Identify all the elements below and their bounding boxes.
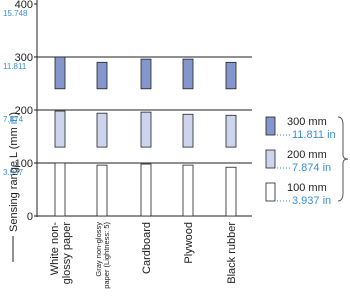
y-tick-label-in: 11.811 bbox=[3, 62, 27, 71]
x-tick-label: paper (Lightness: 5) bbox=[102, 222, 111, 289]
y-tick-label: 0 bbox=[27, 211, 33, 223]
bar bbox=[182, 58, 194, 90]
bar bbox=[96, 164, 108, 217]
y-label-part: ) bbox=[8, 112, 20, 116]
legend-label: 200 mm bbox=[287, 149, 327, 161]
y-tick-label: 200 bbox=[15, 105, 33, 117]
legend-swatch bbox=[265, 116, 276, 136]
bar bbox=[182, 164, 194, 217]
legend-swatch bbox=[265, 182, 276, 202]
x-tick-label: glossy paper bbox=[61, 222, 73, 285]
bar bbox=[140, 111, 152, 148]
legend-brace bbox=[337, 116, 349, 202]
x-tick-label: Plywood bbox=[183, 222, 195, 264]
y-tick-label: 400 bbox=[15, 0, 33, 11]
y-label-part: in bbox=[8, 116, 20, 125]
y-tick-label-in: 15.748 bbox=[3, 9, 28, 18]
bar bbox=[54, 56, 66, 90]
bar bbox=[225, 166, 237, 217]
x-tick-label: Gray non-glossy bbox=[94, 222, 103, 277]
legend-swatch bbox=[265, 149, 276, 169]
x-tick-label: White non- bbox=[49, 222, 61, 276]
legend-label-in: 11.811 in bbox=[292, 129, 336, 141]
bar bbox=[54, 110, 66, 148]
y-tick-label-in: 3.937 bbox=[3, 168, 24, 177]
bar bbox=[225, 114, 237, 148]
x-tick-label: Cardboard bbox=[141, 222, 153, 274]
bar bbox=[54, 162, 66, 217]
legend-label: 100 mm bbox=[287, 182, 327, 194]
bar bbox=[140, 58, 152, 90]
legend-label-in: 3.937 in bbox=[292, 195, 331, 207]
bar bbox=[140, 163, 152, 217]
y-axis-label: Sensing range L (mm in) bbox=[8, 112, 20, 232]
x-tick-label: Black rubber bbox=[226, 222, 238, 284]
bar bbox=[96, 61, 108, 90]
bar bbox=[225, 61, 237, 90]
y-label-part: Sensing range L (mm bbox=[8, 124, 20, 232]
y-tick-label: 100 bbox=[15, 158, 33, 170]
y-tick-label-in: 7.874 bbox=[3, 115, 24, 124]
legend-label-in: 7.874 in bbox=[292, 162, 331, 174]
legend-label: 300 mm bbox=[287, 116, 327, 128]
bar bbox=[182, 113, 194, 148]
y-tick-label: 300 bbox=[15, 52, 33, 64]
bar bbox=[96, 112, 108, 148]
